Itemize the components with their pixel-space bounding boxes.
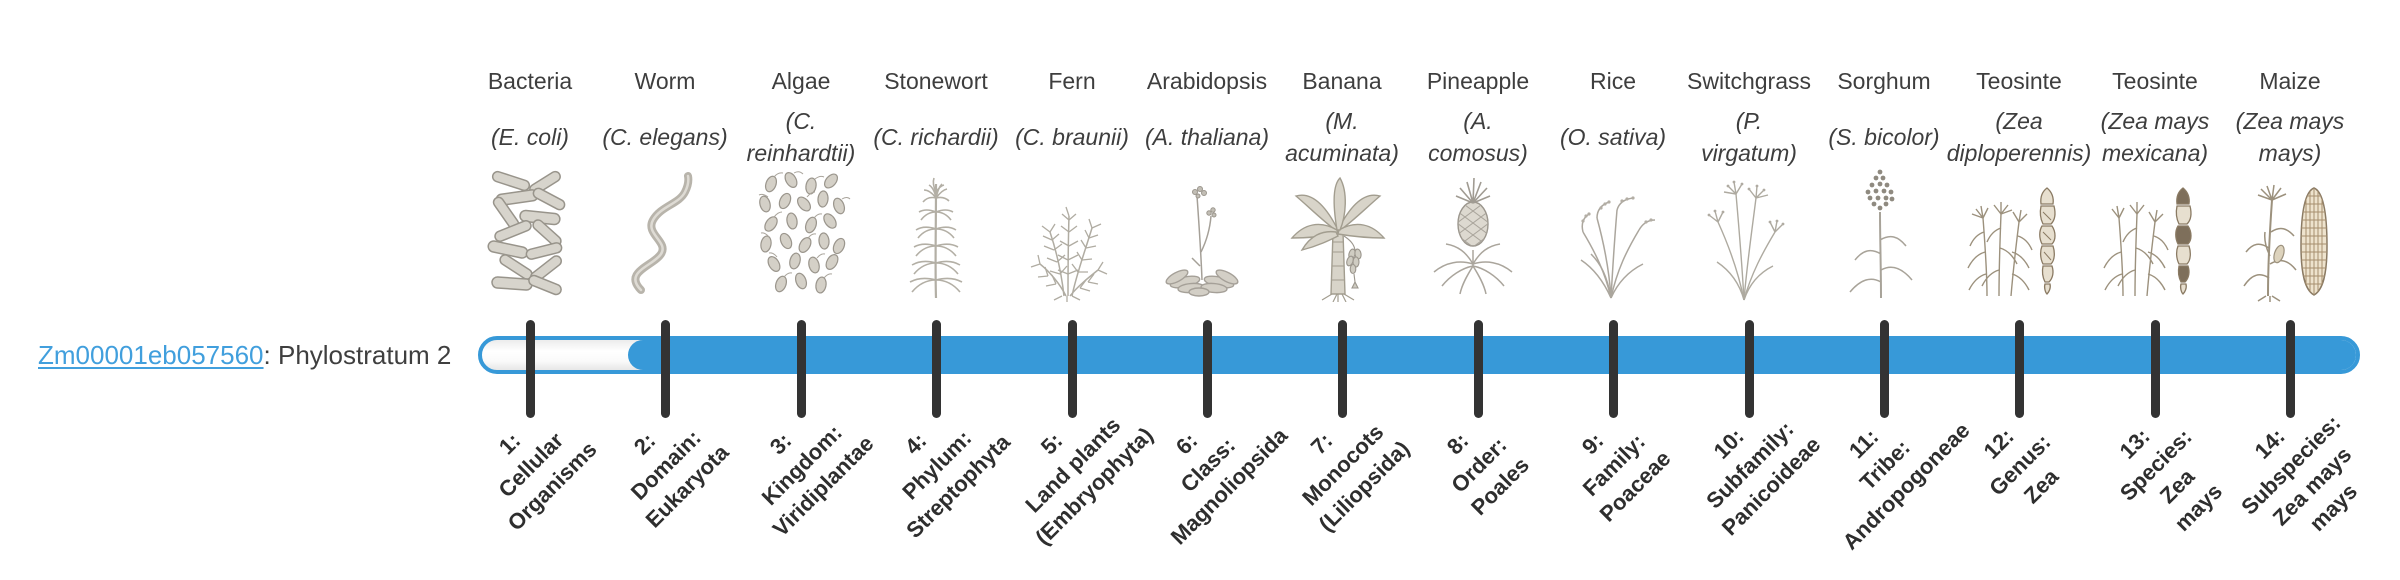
phylostratum-tick xyxy=(1202,320,1212,418)
pineapple-icon xyxy=(1433,177,1513,295)
stratum-label: 8: Order: Poales xyxy=(1441,427,1534,520)
organism-name: Teosinte xyxy=(1976,68,2062,94)
stratum-label: 10: Subfamily: Panicoideae xyxy=(1701,416,1826,541)
phylostratum-tick xyxy=(2014,320,2024,418)
organism-name: Fern xyxy=(1048,68,1096,94)
phylostratum-tick xyxy=(1337,320,1347,418)
organism-name: Rice xyxy=(1589,68,1636,94)
gene-label: Zm00001eb057560: Phylostratum 2 xyxy=(38,340,451,371)
banana-icon xyxy=(1290,176,1386,302)
organism-species: (A. comosus) xyxy=(1428,108,1528,166)
stratum-label: 6: Class: Magnoliopsida xyxy=(1165,422,1293,550)
organism-name: Worm xyxy=(634,68,696,94)
organism-species: (C. braunii) xyxy=(1015,124,1129,150)
organism-name: Switchgrass xyxy=(1687,68,1811,94)
organism-name: Pineapple xyxy=(1426,68,1530,94)
organism-name: Maize xyxy=(2259,68,2321,94)
phylostratum-tick xyxy=(660,320,670,418)
switchgrass-icon xyxy=(1707,180,1785,301)
phylostratum-tick xyxy=(796,320,806,418)
organism-name: Bacteria xyxy=(487,68,573,94)
organism-name: Teosinte xyxy=(2112,68,2198,94)
stratum-label: 7: Monocots (Liliopsida) xyxy=(1297,419,1415,537)
phylostratum-bar-fill xyxy=(628,340,2356,370)
phylostratum-tick xyxy=(2285,320,2295,418)
worm-icon xyxy=(631,172,693,294)
organism-species: (O. sativa) xyxy=(1559,124,1667,150)
organism-species: (C. elegans) xyxy=(602,124,728,150)
stratum-label: 5: Land plants (Embryophyta) xyxy=(1020,412,1158,550)
phylostratum-bar xyxy=(478,336,2360,374)
phylostratum-tick xyxy=(2150,320,2160,418)
algae-icon xyxy=(758,171,851,294)
organism-name: Stonewort xyxy=(884,68,988,94)
fern-icon xyxy=(1030,206,1108,302)
phylostratum-tick xyxy=(1744,320,1754,418)
teosinte-diploperennis-icon xyxy=(1967,187,2056,297)
phylostratum-tick xyxy=(931,320,941,418)
organism-species: (Zea mays mays) xyxy=(2235,108,2345,166)
phylostratum-tick xyxy=(525,320,535,418)
phylostratum-tick xyxy=(1879,320,1889,418)
phylostratum-tick xyxy=(1608,320,1618,418)
stonewort-icon xyxy=(909,177,963,299)
organism-species: (C. reinhardtii) xyxy=(746,108,856,166)
organism-species: (E. coli) xyxy=(491,124,569,150)
stratum-label: 4: Phylum: Streptophyta xyxy=(897,425,1015,543)
organism-species: (M. acuminata) xyxy=(1285,108,1399,166)
bacteria-icon xyxy=(487,170,566,296)
stratum-label: 14: Subspecies: Zea mays mays xyxy=(2236,410,2363,537)
gene-link[interactable]: Zm00001eb057560 xyxy=(38,340,264,370)
stratum-label: 12: Genus: Zea xyxy=(1978,423,2064,509)
phylostratum-tick xyxy=(1473,320,1483,418)
rice-icon xyxy=(1580,196,1656,299)
stratum-label: 2: Domain: Eukaryota xyxy=(625,424,734,533)
organism-species: (C. richardii) xyxy=(873,124,999,150)
organism-name: Banana xyxy=(1302,68,1382,94)
stratum-label: 11: Tribe: Andropogoneae xyxy=(1837,417,1975,555)
organism-name: Arabidopsis xyxy=(1146,68,1268,94)
teosinte-mexicana-icon xyxy=(2103,187,2192,297)
sorghum-icon xyxy=(1849,169,1913,299)
organism-species: (S. bicolor) xyxy=(1828,124,1940,150)
organism-name: Sorghum xyxy=(1837,68,1931,94)
organism-species: (Zea diploperennis) xyxy=(1946,108,2092,166)
organism-species: (P. virgatum) xyxy=(1701,108,1797,166)
stratum-label: 9: Family: Poaceae xyxy=(1576,427,1676,527)
stratum-label: 3: Kingdom: Viridiplantae xyxy=(756,419,879,542)
organism-name: Algae xyxy=(771,68,831,94)
gene-phylostratum-text: : Phylostratum 2 xyxy=(263,340,452,370)
arabidopsis-icon xyxy=(1165,186,1239,297)
organism-species: (Zea mays mexicana) xyxy=(2100,108,2210,166)
stratum-label: 1: Cellular Organisms xyxy=(493,427,602,536)
maize-icon xyxy=(2243,184,2328,302)
organism-species: (A. thaliana) xyxy=(1144,124,1269,150)
phylostratum-tick xyxy=(1067,320,1077,418)
